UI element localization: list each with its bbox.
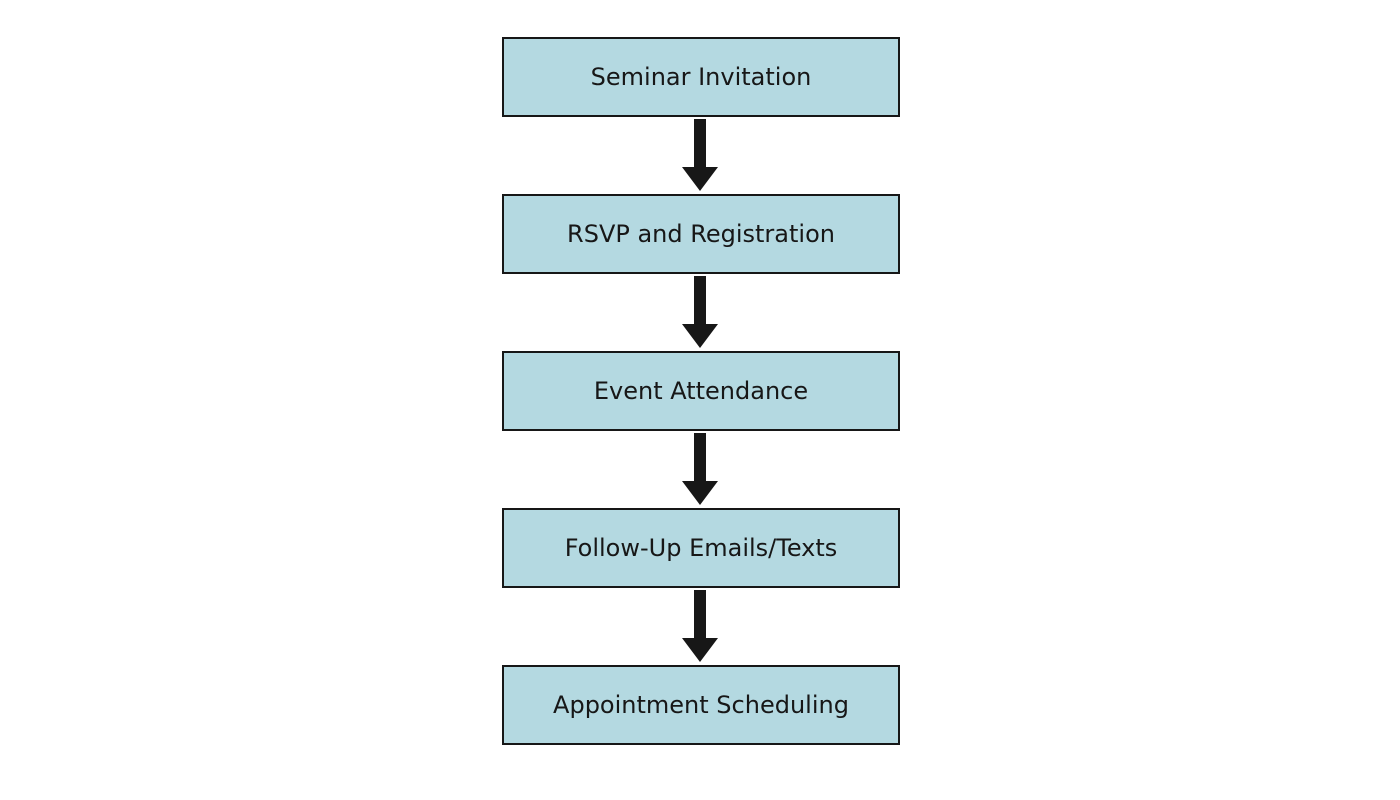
flowchart-arrow xyxy=(682,276,718,348)
flowchart-canvas: Seminar Invitation RSVP and Registration… xyxy=(0,0,1400,800)
flowchart-node: Follow-Up Emails/Texts xyxy=(502,508,900,588)
flowchart-arrow xyxy=(682,433,718,505)
flowchart-node: RSVP and Registration xyxy=(502,194,900,274)
flowchart-node-label: Appointment Scheduling xyxy=(553,691,849,719)
flowchart-node-label: Seminar Invitation xyxy=(591,63,812,91)
flowchart-node: Event Attendance xyxy=(502,351,900,431)
flowchart-arrow xyxy=(682,119,718,191)
flowchart-node: Appointment Scheduling xyxy=(502,665,900,745)
flowchart-node-label: Event Attendance xyxy=(594,377,808,405)
flowchart-node-label: Follow-Up Emails/Texts xyxy=(565,534,838,562)
flowchart-node-label: RSVP and Registration xyxy=(567,220,835,248)
flowchart-arrow xyxy=(682,590,718,662)
flowchart-node: Seminar Invitation xyxy=(502,37,900,117)
